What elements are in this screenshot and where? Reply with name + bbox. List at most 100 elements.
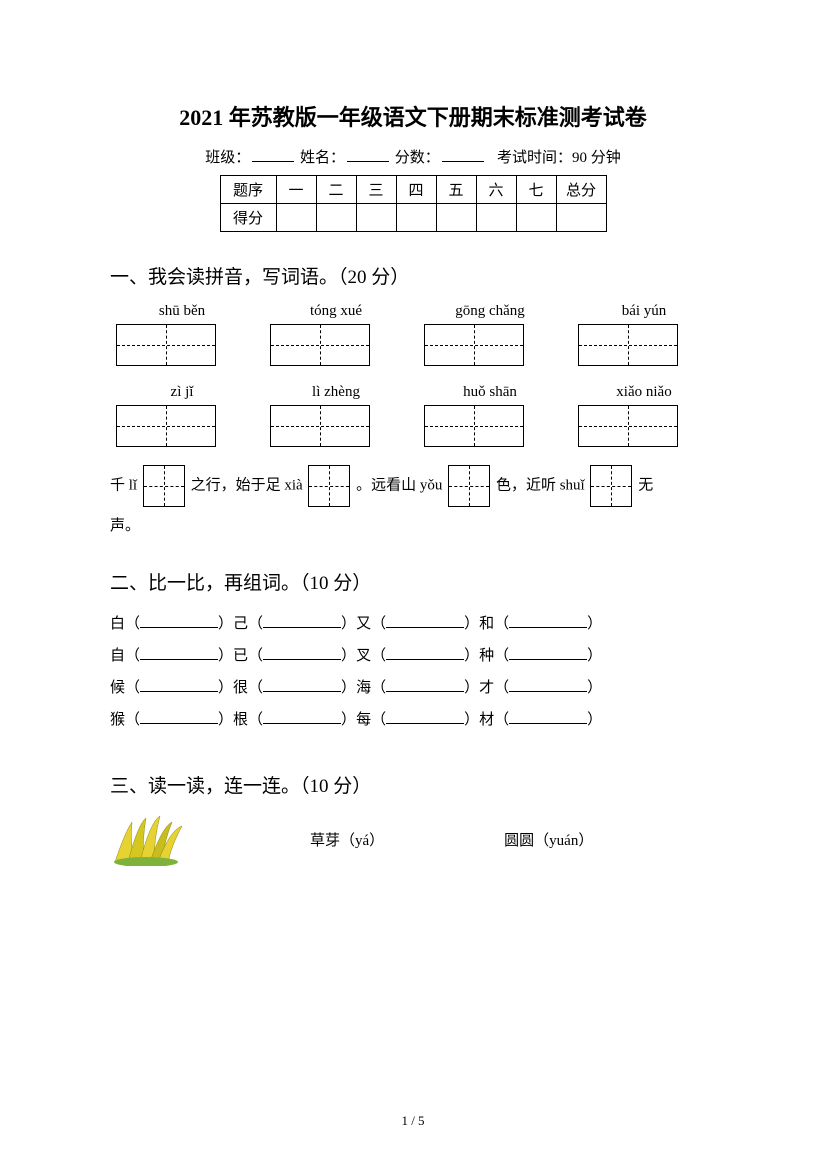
q2-line: 猴（）根（）每（）材（）	[110, 705, 716, 735]
cell[interactable]	[516, 204, 556, 232]
q1-title: 一、我会读拼音，写词语。（20 分）	[110, 262, 716, 289]
char-box[interactable]	[143, 465, 185, 507]
pinyin: lì zhèng	[286, 384, 386, 401]
pinyin: shū běn	[132, 303, 232, 320]
name-label: 姓名：	[300, 150, 345, 166]
char-box[interactable]	[116, 324, 216, 366]
word-blank[interactable]	[386, 627, 464, 628]
char: 材（	[479, 712, 509, 728]
word-blank[interactable]	[263, 627, 341, 628]
exam-time: 考试时间：90 分钟	[497, 150, 621, 166]
char-box[interactable]	[270, 405, 370, 447]
cell: 总分	[556, 176, 606, 204]
word-blank[interactable]	[263, 691, 341, 692]
char: 和（	[479, 616, 509, 632]
word-blank[interactable]	[140, 723, 218, 724]
text: 。远看山 yǒu	[356, 477, 442, 493]
char-box[interactable]	[116, 405, 216, 447]
char-box[interactable]	[424, 324, 524, 366]
char: 己（	[233, 616, 263, 632]
pinyin-row: zì jǐ lì zhèng huǒ shān xiǎo niǎo	[110, 384, 716, 401]
close-paren: ）	[218, 616, 233, 632]
cell[interactable]	[556, 204, 606, 232]
close-paren: ）	[464, 616, 479, 632]
q1-sentence: 千 lǐ 之行，始于足 xià 。远看山 yǒu 色，近听 shuǐ 无 声。	[110, 465, 716, 546]
q3-title: 三、读一读，连一连。（10 分）	[110, 771, 716, 798]
cell: 七	[516, 176, 556, 204]
cell[interactable]	[356, 204, 396, 232]
close-paren: ）	[218, 680, 233, 696]
cell[interactable]	[276, 204, 316, 232]
close-paren: ）	[341, 648, 356, 664]
close-paren: ）	[341, 712, 356, 728]
word-blank[interactable]	[140, 691, 218, 692]
text: 无	[638, 477, 653, 493]
close-paren: ）	[587, 712, 602, 728]
word-blank[interactable]	[140, 627, 218, 628]
word-blank[interactable]	[509, 723, 587, 724]
q2-line: 自（）已（）叉（）种（）	[110, 641, 716, 671]
text: 声。	[110, 518, 140, 534]
pinyin-row: shū běn tóng xué gōng chǎng bái yún	[110, 303, 716, 320]
q2-body: 白（）己（）又（）和（）自（）已（）叉（）种（）候（）很（）海（）才（）猴（）根…	[110, 609, 716, 735]
q2-title: 二、比一比，再组词。（10 分）	[110, 568, 716, 595]
word-blank[interactable]	[263, 659, 341, 660]
word-blank[interactable]	[509, 691, 587, 692]
char-box[interactable]	[578, 405, 678, 447]
cell: 三	[356, 176, 396, 204]
pinyin: tóng xué	[286, 303, 386, 320]
char: 白（	[110, 616, 140, 632]
close-paren: ）	[464, 680, 479, 696]
char: 种（	[479, 648, 509, 664]
cell: 六	[476, 176, 516, 204]
cell[interactable]	[476, 204, 516, 232]
text: 千 lǐ	[110, 477, 137, 493]
word-blank[interactable]	[509, 659, 587, 660]
table-row: 题序 一 二 三 四 五 六 七 总分	[220, 176, 606, 204]
char: 根（	[233, 712, 263, 728]
close-paren: ）	[341, 680, 356, 696]
char: 又（	[356, 616, 386, 632]
char: 很（	[233, 680, 263, 696]
word-blank[interactable]	[386, 659, 464, 660]
name-blank[interactable]	[347, 161, 389, 162]
char: 海（	[356, 680, 386, 696]
score-table: 题序 一 二 三 四 五 六 七 总分 得分	[220, 175, 607, 232]
score-blank[interactable]	[442, 161, 484, 162]
word-blank[interactable]	[263, 723, 341, 724]
char: 自（	[110, 648, 140, 664]
cell: 四	[396, 176, 436, 204]
char: 才（	[479, 680, 509, 696]
pinyin: zì jǐ	[132, 384, 232, 401]
cell[interactable]	[436, 204, 476, 232]
char-box[interactable]	[308, 465, 350, 507]
class-blank[interactable]	[252, 161, 294, 162]
boxes-row	[110, 324, 716, 366]
class-label: 班级：	[205, 150, 250, 166]
char-box[interactable]	[270, 324, 370, 366]
word-blank[interactable]	[386, 691, 464, 692]
char: 叉（	[356, 648, 386, 664]
char: 已（	[233, 648, 263, 664]
grass-icon	[110, 812, 190, 866]
char-box[interactable]	[424, 405, 524, 447]
char-box[interactable]	[448, 465, 490, 507]
pinyin: bái yún	[594, 303, 694, 320]
word-blank[interactable]	[386, 723, 464, 724]
char-box[interactable]	[578, 324, 678, 366]
char: 每（	[356, 712, 386, 728]
cell[interactable]	[396, 204, 436, 232]
text: 之行，始于足 xià	[191, 477, 303, 493]
info-line: 班级： 姓名： 分数： 考试时间：90 分钟	[110, 146, 716, 167]
word-blank[interactable]	[509, 627, 587, 628]
close-paren: ）	[587, 648, 602, 664]
close-paren: ）	[218, 648, 233, 664]
word-blank[interactable]	[140, 659, 218, 660]
close-paren: ）	[464, 712, 479, 728]
q2-line: 候（）很（）海（）才（）	[110, 673, 716, 703]
boxes-row	[110, 405, 716, 447]
cell: 得分	[220, 204, 276, 232]
q3-item: 圆圆（yuán）	[504, 829, 593, 850]
cell[interactable]	[316, 204, 356, 232]
char-box[interactable]	[590, 465, 632, 507]
